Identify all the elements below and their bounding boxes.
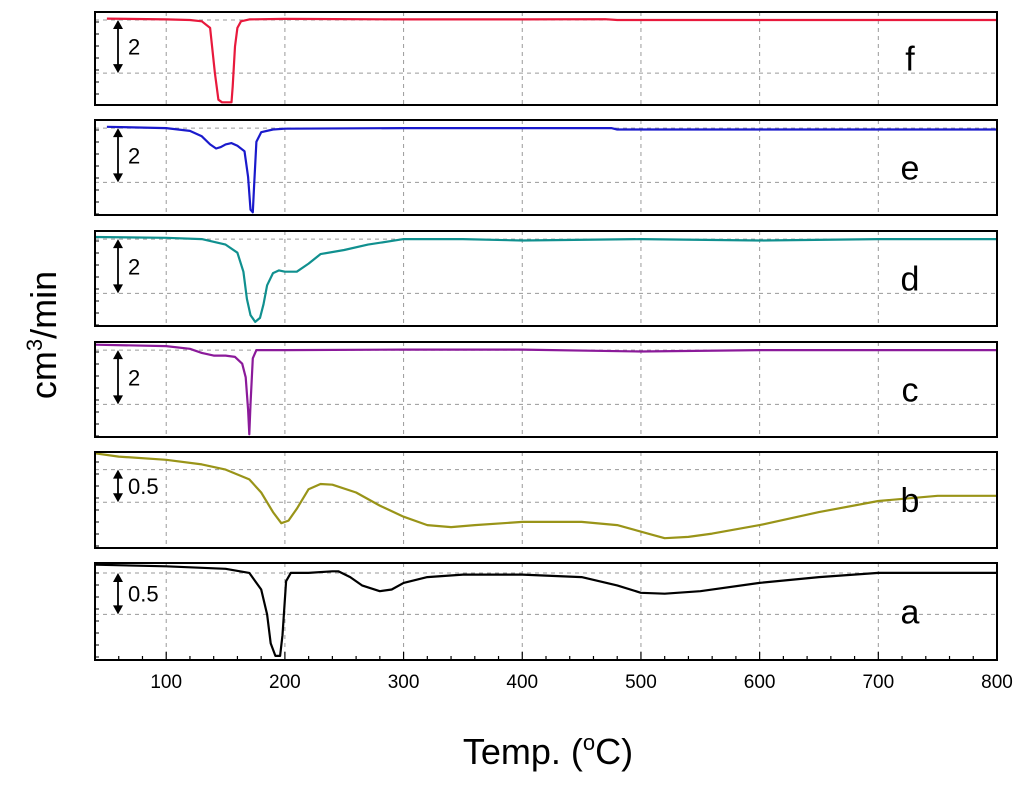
scale-arrow-up-icon [113, 350, 123, 360]
panel-a: 0.5 a [94, 562, 998, 661]
panel-label-e: e [901, 150, 920, 188]
panel-frame [94, 341, 998, 438]
scale-label-b: 0.5 [128, 474, 159, 499]
panel-b: 0.5 b [94, 451, 998, 549]
x-tick-label: 800 [981, 672, 1013, 693]
x-tick-label: 400 [506, 672, 538, 693]
scale-arrow-down-icon [113, 284, 123, 294]
panel-frame [94, 230, 998, 327]
scale-label-c: 2 [128, 365, 140, 390]
x-axis-title: Temp. (oC) [463, 730, 633, 772]
scale-arrow-down-icon [113, 605, 123, 615]
scale-label-d: 2 [128, 254, 140, 279]
panel-frame [94, 451, 998, 549]
scale-arrow-up-icon [113, 239, 123, 249]
x-axis: 100 200 300 400 500 600 700 800 [94, 652, 1013, 693]
scale-label-a: 0.5 [128, 582, 159, 607]
series-line-e [106, 125, 997, 214]
x-tick-label: 200 [269, 672, 301, 693]
panel-frame [94, 119, 998, 216]
scale-arrow-down-icon [113, 173, 123, 183]
panel-label-b: b [901, 482, 920, 520]
scale-label-f: 2 [128, 35, 140, 60]
series-line-a [94, 563, 997, 657]
panel-label-c: c [902, 372, 919, 410]
scale-label-e: 2 [128, 143, 140, 168]
x-tick-label: 500 [625, 672, 657, 693]
scale-arrow-down-icon [113, 493, 123, 503]
panel-frame [94, 11, 998, 106]
panel-label-d: d [901, 261, 920, 299]
x-tick-label: 700 [862, 672, 894, 693]
scale-arrow-up-icon [113, 128, 123, 138]
series-line-d [94, 235, 997, 323]
series-line-c [94, 343, 997, 436]
panel-frame [94, 562, 998, 661]
series-line-b [94, 452, 997, 540]
panel-label-a: a [901, 594, 920, 632]
chart-panels: 2 f2 e2 d2 c0.5 b0.5 a [94, 11, 998, 661]
series-line-f [106, 17, 997, 104]
y-axis-title: cm3/min [22, 271, 64, 399]
panel-label-f: f [905, 41, 915, 79]
scale-arrow-up-icon [113, 572, 123, 582]
scale-arrow-up-icon [113, 19, 123, 29]
scale-arrow-up-icon [113, 469, 123, 479]
x-tick-label: 600 [744, 672, 776, 693]
x-tick-label: 300 [388, 672, 420, 693]
scale-arrow-down-icon [113, 395, 123, 405]
x-tick-label: 100 [150, 672, 182, 693]
scale-arrow-down-icon [113, 64, 123, 74]
